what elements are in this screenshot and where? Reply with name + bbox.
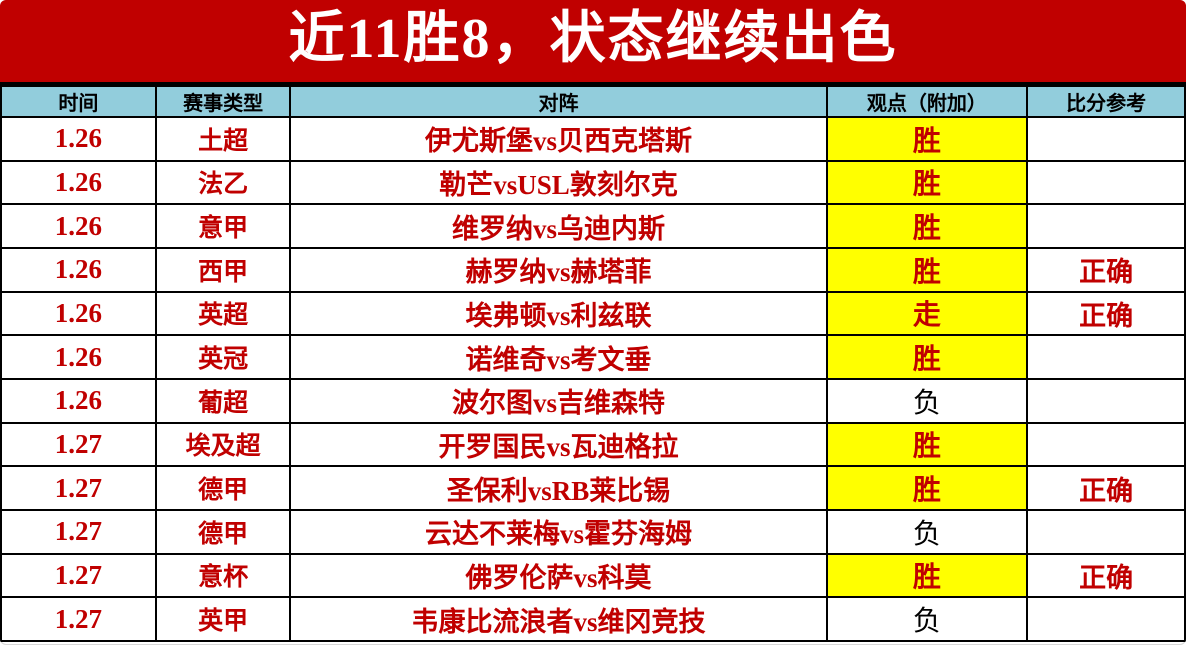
- league-cell: 英超: [154, 290, 292, 337]
- result-cell: 正确: [1026, 465, 1186, 511]
- league-cell: 意甲: [154, 203, 292, 249]
- result-cell: [1026, 377, 1186, 424]
- view-cell: 走: [825, 290, 1029, 337]
- view-cell: 胜: [825, 246, 1029, 293]
- table-row: 1.26 英超 埃弗顿vs利兹联走正确: [0, 290, 1186, 337]
- result-cell: [1026, 203, 1186, 249]
- table-row: 1.26 西甲 赫罗纳vs赫塔菲胜正确: [0, 246, 1186, 293]
- match-cell: 勒芒vsUSL敦刻尔克: [289, 159, 828, 206]
- match-cell: 赫罗纳vs赫塔菲: [289, 246, 828, 293]
- date-cell: 1.27: [0, 508, 157, 555]
- result-cell: [1026, 116, 1186, 162]
- table-row: 1.27 英甲 韦康比流浪者vs维冈竞技负: [0, 596, 1186, 642]
- record-table: 时间 赛事类型 对阵 观点（附加） 比分参考 1.26 土超 伊尤斯堡vs贝西克塔斯…: [0, 85, 1186, 642]
- result-cell: 正确: [1026, 246, 1186, 293]
- date-cell: 1.26: [0, 290, 157, 337]
- league-cell: 意杯: [154, 552, 292, 599]
- date-cell: 1.27: [0, 465, 157, 511]
- date-cell: 1.26: [0, 203, 157, 249]
- result-cell: [1026, 596, 1186, 642]
- league-cell: 土超: [154, 116, 292, 162]
- title-banner: 近11胜8，状态继续出色: [0, 0, 1186, 85]
- table-row: 1.26 英冠 诺维奇vs考文垂胜: [0, 334, 1186, 380]
- page-title: 近11胜8，状态继续出色: [288, 8, 898, 70]
- match-cell: 开罗国民vs瓦迪格拉: [289, 421, 828, 468]
- date-cell: 1.26: [0, 377, 157, 424]
- match-cell: 佛罗伦萨vs科莫: [289, 552, 828, 599]
- table-row: 1.26 意甲 维罗纳vs乌迪内斯胜: [0, 203, 1186, 249]
- col-header-score: 比分参考: [1026, 85, 1186, 118]
- result-cell: [1026, 334, 1186, 380]
- league-cell: 葡超: [154, 377, 292, 424]
- date-cell: 1.26: [0, 246, 157, 293]
- view-cell: 胜: [825, 116, 1029, 162]
- table-row: 1.27 埃及超 开罗国民vs瓦迪格拉胜: [0, 421, 1186, 468]
- match-cell: 维罗纳vs乌迪内斯: [289, 203, 828, 249]
- match-cell: 波尔图vs吉维森特: [289, 377, 828, 424]
- table-row: 1.27 意杯 佛罗伦萨vs科莫胜正确: [0, 552, 1186, 599]
- match-cell: 圣保利vsRB莱比锡: [289, 465, 828, 511]
- date-cell: 1.27: [0, 421, 157, 468]
- view-cell: 负: [825, 596, 1029, 642]
- col-header-view: 观点（附加）: [825, 85, 1029, 118]
- result-cell: [1026, 508, 1186, 555]
- date-cell: 1.27: [0, 552, 157, 599]
- view-cell: 胜: [825, 421, 1029, 468]
- match-cell: 韦康比流浪者vs维冈竞技: [289, 596, 828, 642]
- league-cell: 英冠: [154, 334, 292, 380]
- view-cell: 胜: [825, 203, 1029, 249]
- date-cell: 1.26: [0, 116, 157, 162]
- league-cell: 法乙: [154, 159, 292, 206]
- league-cell: 德甲: [154, 508, 292, 555]
- view-cell: 胜: [825, 334, 1029, 380]
- result-cell: [1026, 159, 1186, 206]
- table-body: 1.26 土超 伊尤斯堡vs贝西克塔斯胜 1.26 法乙 勒芒vsUSL敦刻尔克胜 1.26…: [0, 116, 1186, 642]
- view-cell: 胜: [825, 552, 1029, 599]
- date-cell: 1.26: [0, 334, 157, 380]
- match-cell: 诺维奇vs考文垂: [289, 334, 828, 380]
- table-row: 1.27 德甲 云达不莱梅vs霍芬海姆负: [0, 508, 1186, 555]
- col-header-league: 赛事类型: [154, 85, 292, 118]
- view-cell: 负: [825, 508, 1029, 555]
- col-header-match: 对阵: [289, 85, 828, 118]
- result-cell: 正确: [1026, 290, 1186, 337]
- table-row: 1.26 土超 伊尤斯堡vs贝西克塔斯胜: [0, 116, 1186, 162]
- league-cell: 西甲: [154, 246, 292, 293]
- table-header-row: 时间 赛事类型 对阵 观点（附加） 比分参考: [0, 85, 1186, 118]
- league-cell: 埃及超: [154, 421, 292, 468]
- table-row: 1.26 法乙 勒芒vsUSL敦刻尔克胜: [0, 159, 1186, 206]
- table-row: 1.27 德甲 圣保利vsRB莱比锡胜正确: [0, 465, 1186, 511]
- match-cell: 埃弗顿vs利兹联: [289, 290, 828, 337]
- view-cell: 负: [825, 377, 1029, 424]
- result-cell: 正确: [1026, 552, 1186, 599]
- match-cell: 伊尤斯堡vs贝西克塔斯: [289, 116, 828, 162]
- view-cell: 胜: [825, 465, 1029, 511]
- league-cell: 英甲: [154, 596, 292, 642]
- match-cell: 云达不莱梅vs霍芬海姆: [289, 508, 828, 555]
- league-cell: 德甲: [154, 465, 292, 511]
- date-cell: 1.26: [0, 159, 157, 206]
- date-cell: 1.27: [0, 596, 157, 642]
- col-header-time: 时间: [0, 85, 157, 118]
- view-cell: 胜: [825, 159, 1029, 206]
- table-row: 1.26 葡超 波尔图vs吉维森特负: [0, 377, 1186, 424]
- result-cell: [1026, 421, 1186, 468]
